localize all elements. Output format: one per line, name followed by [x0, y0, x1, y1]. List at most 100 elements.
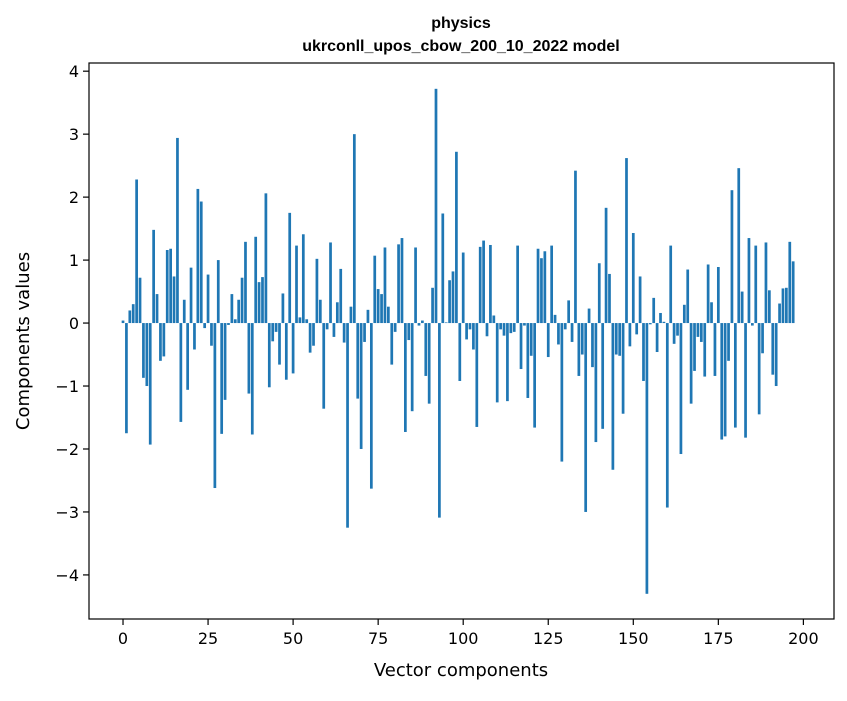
bar: [148, 323, 152, 445]
bar: [417, 323, 421, 326]
bar: [778, 303, 781, 324]
bar: [764, 242, 768, 324]
bar: [152, 229, 155, 324]
bar: [747, 238, 751, 324]
bar: [196, 188, 200, 324]
bar: [325, 323, 329, 330]
bar: [703, 323, 707, 377]
bar: [424, 323, 428, 376]
bar: [720, 323, 724, 440]
y-tick-label: 4: [69, 62, 79, 81]
bar: [737, 168, 741, 324]
bar: [278, 323, 281, 365]
x-tick-label: 0: [118, 629, 128, 648]
bar: [393, 323, 397, 332]
bar: [550, 245, 554, 324]
bar: [441, 213, 445, 324]
bar: [570, 323, 574, 342]
bar: [577, 323, 581, 376]
bar: [176, 137, 179, 324]
bar: [298, 317, 302, 324]
bar: [390, 323, 394, 365]
x-axis-ticks: 0 25 50 75 100 125 150 175 200: [118, 619, 819, 648]
bar: [540, 258, 543, 324]
bar: [635, 323, 639, 335]
bar: [710, 302, 713, 324]
bar: [608, 273, 611, 324]
bar: [757, 323, 761, 415]
bar: [240, 277, 244, 324]
bar: [699, 323, 703, 342]
bar: [138, 277, 142, 324]
chart-subtitle: ukrconll_upos_cbow_200_10_2022 model: [302, 38, 619, 55]
y-tick-label: 2: [69, 188, 79, 207]
bar: [427, 323, 431, 404]
bar: [693, 323, 696, 371]
bar: [523, 323, 526, 326]
bar: [529, 323, 533, 356]
bar: [438, 323, 441, 518]
bar: [244, 241, 247, 324]
bar: [788, 241, 792, 324]
bar: [455, 151, 458, 324]
bar: [220, 323, 224, 434]
bar: [516, 245, 519, 324]
bar: [506, 323, 509, 402]
bar: [261, 277, 264, 324]
bar: [233, 319, 237, 324]
bar: [291, 323, 295, 374]
bar: [601, 323, 605, 429]
bar: [247, 323, 251, 394]
x-axis-label: Vector components: [374, 660, 548, 681]
bar: [434, 88, 438, 324]
bar: [206, 274, 210, 324]
y-tick-label: 3: [69, 125, 79, 144]
bar: [237, 299, 241, 324]
bar: [172, 276, 176, 324]
bar: [227, 323, 230, 325]
bar: [560, 323, 564, 462]
bar: [580, 323, 584, 355]
bar: [567, 300, 571, 324]
bar: [533, 323, 536, 428]
bar: [257, 282, 261, 324]
bar: [404, 323, 407, 432]
bar: [312, 323, 315, 346]
bar: [495, 323, 499, 403]
bar: [751, 323, 754, 326]
bar: [614, 323, 618, 355]
bar: [485, 323, 489, 337]
bar: [284, 323, 288, 380]
bar: [193, 323, 196, 350]
bar: [165, 250, 169, 324]
bar: [461, 252, 465, 324]
bar: [366, 309, 370, 324]
bar: [468, 323, 472, 330]
bar: [281, 293, 285, 324]
bar: [414, 247, 417, 324]
bar: [451, 271, 455, 324]
bar: [655, 323, 659, 353]
bar: [771, 323, 775, 375]
bar: [264, 193, 268, 324]
y-axis-ticks: −4 −3 −2 −1 0 1 2 3 4: [55, 62, 89, 585]
bar: [342, 323, 346, 343]
bar: [526, 323, 530, 398]
bar: [387, 306, 390, 324]
bar: [339, 268, 343, 324]
bar: [159, 323, 162, 361]
bar: [611, 323, 615, 470]
x-tick-label: 50: [283, 629, 303, 648]
bar: [376, 289, 380, 324]
bar: [189, 267, 193, 324]
bar: [155, 294, 159, 324]
bar: [791, 261, 795, 324]
bar: [444, 322, 448, 324]
bar: [182, 299, 186, 324]
bar: [431, 287, 434, 324]
bar: [475, 323, 479, 427]
bar: [421, 320, 424, 324]
bar: [672, 323, 676, 344]
